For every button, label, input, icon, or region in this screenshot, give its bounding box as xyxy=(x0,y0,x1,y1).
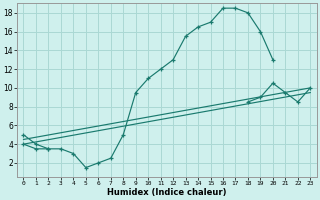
X-axis label: Humidex (Indice chaleur): Humidex (Indice chaleur) xyxy=(107,188,227,197)
